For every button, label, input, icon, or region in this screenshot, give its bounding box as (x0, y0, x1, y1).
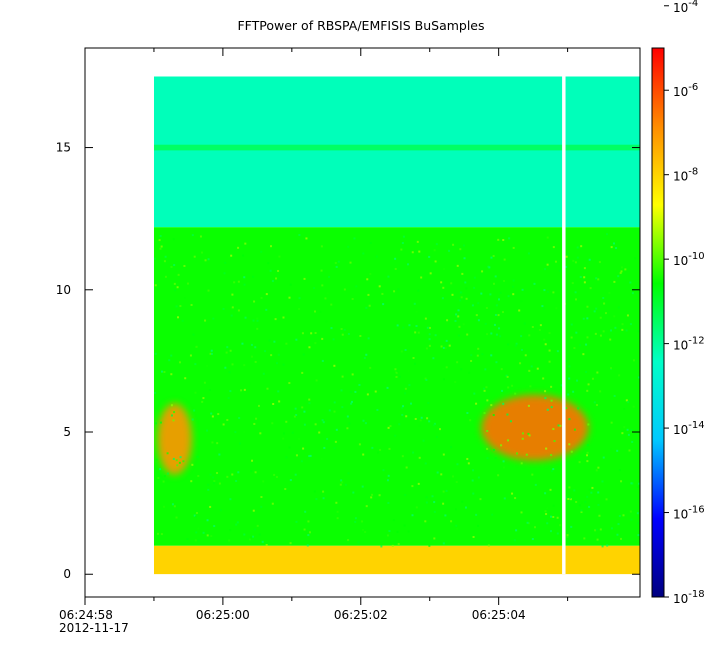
plot-area (84, 47, 641, 598)
x-tick-label: 06:25:02 (334, 608, 388, 622)
x-tick-sublabel: 2012-11-17 (59, 621, 129, 635)
chart-title: FFTPower of RBSPA/EMFISIS BuSamples (237, 18, 484, 33)
colorbar-tick-label: 10-14 (673, 420, 705, 437)
colorbar-frame (651, 47, 665, 598)
plot-frame (84, 47, 641, 598)
heatmap-region (153, 545, 640, 575)
heatmap-texture (153, 233, 640, 548)
colorbar-tick-label: 10-4 (673, 0, 698, 15)
y-axis: 0 5 10 15 (56, 141, 640, 581)
x-tick-label: 06:25:04 (472, 608, 526, 622)
heatmap-region (157, 403, 192, 475)
y-tick-label: 15 (56, 141, 71, 155)
colorbar-tick-label: 10-18 (673, 589, 705, 606)
heatmap-region (153, 227, 640, 546)
heatmap-regions (153, 76, 640, 575)
data-gap (562, 76, 566, 575)
colorbar-tick-label: 10-12 (673, 336, 705, 353)
heatmap-region (153, 76, 640, 228)
colorbar-tick-label: 10-16 (673, 505, 705, 522)
x-tick-label: 06:24:58 (59, 608, 113, 622)
y-tick-label: 5 (63, 425, 71, 439)
colorbar-tick-label: 10-10 (673, 251, 705, 268)
colorbar-gradient (652, 48, 664, 597)
colorbar-tick-label: 10-6 (673, 82, 698, 99)
heatmap-region (153, 144, 640, 151)
heatmap-region (481, 395, 589, 461)
colorbar-tick-label: 10-8 (673, 167, 698, 184)
y-tick-label: 0 (63, 567, 71, 581)
colorbar: 10-18 10-16 10-14 10-12 10-10 10-8 10-6 10-4 (651, 0, 705, 606)
y-tick-label: 10 (56, 283, 71, 297)
x-tick-label: 06:25:00 (196, 608, 250, 622)
